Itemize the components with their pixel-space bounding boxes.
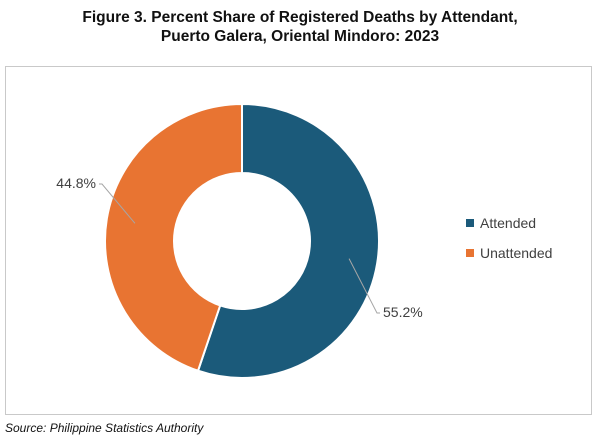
leader-line-attended (348, 258, 380, 314)
donut-slice-unattended (104, 102, 243, 373)
leader-line-unattended (99, 183, 136, 224)
chart-title-line-2: Puerto Galera, Oriental Mindoro: 2023 (160, 28, 440, 45)
legend-label-unattended: Unattended (480, 245, 552, 261)
data-label-unattended: 44.8% (56, 175, 96, 191)
source-note: Source: Philippine Statistics Authority (5, 421, 204, 435)
chart-title: Figure 3. Percent Share of Registered De… (0, 8, 600, 46)
legend-label-attended: Attended (480, 215, 536, 231)
legend-swatch-attended (466, 219, 474, 227)
chart-area: 55.2% 44.8% Attended Unattended (5, 66, 592, 415)
chart-title-line-1: Figure 3. Percent Share of Registered De… (82, 9, 518, 26)
donut-slice-attended (196, 102, 380, 379)
data-label-attended: 55.2% (383, 304, 423, 320)
donut-chart: 55.2% 44.8% Attended Unattended (56, 102, 552, 379)
legend-swatch-unattended (466, 249, 474, 257)
